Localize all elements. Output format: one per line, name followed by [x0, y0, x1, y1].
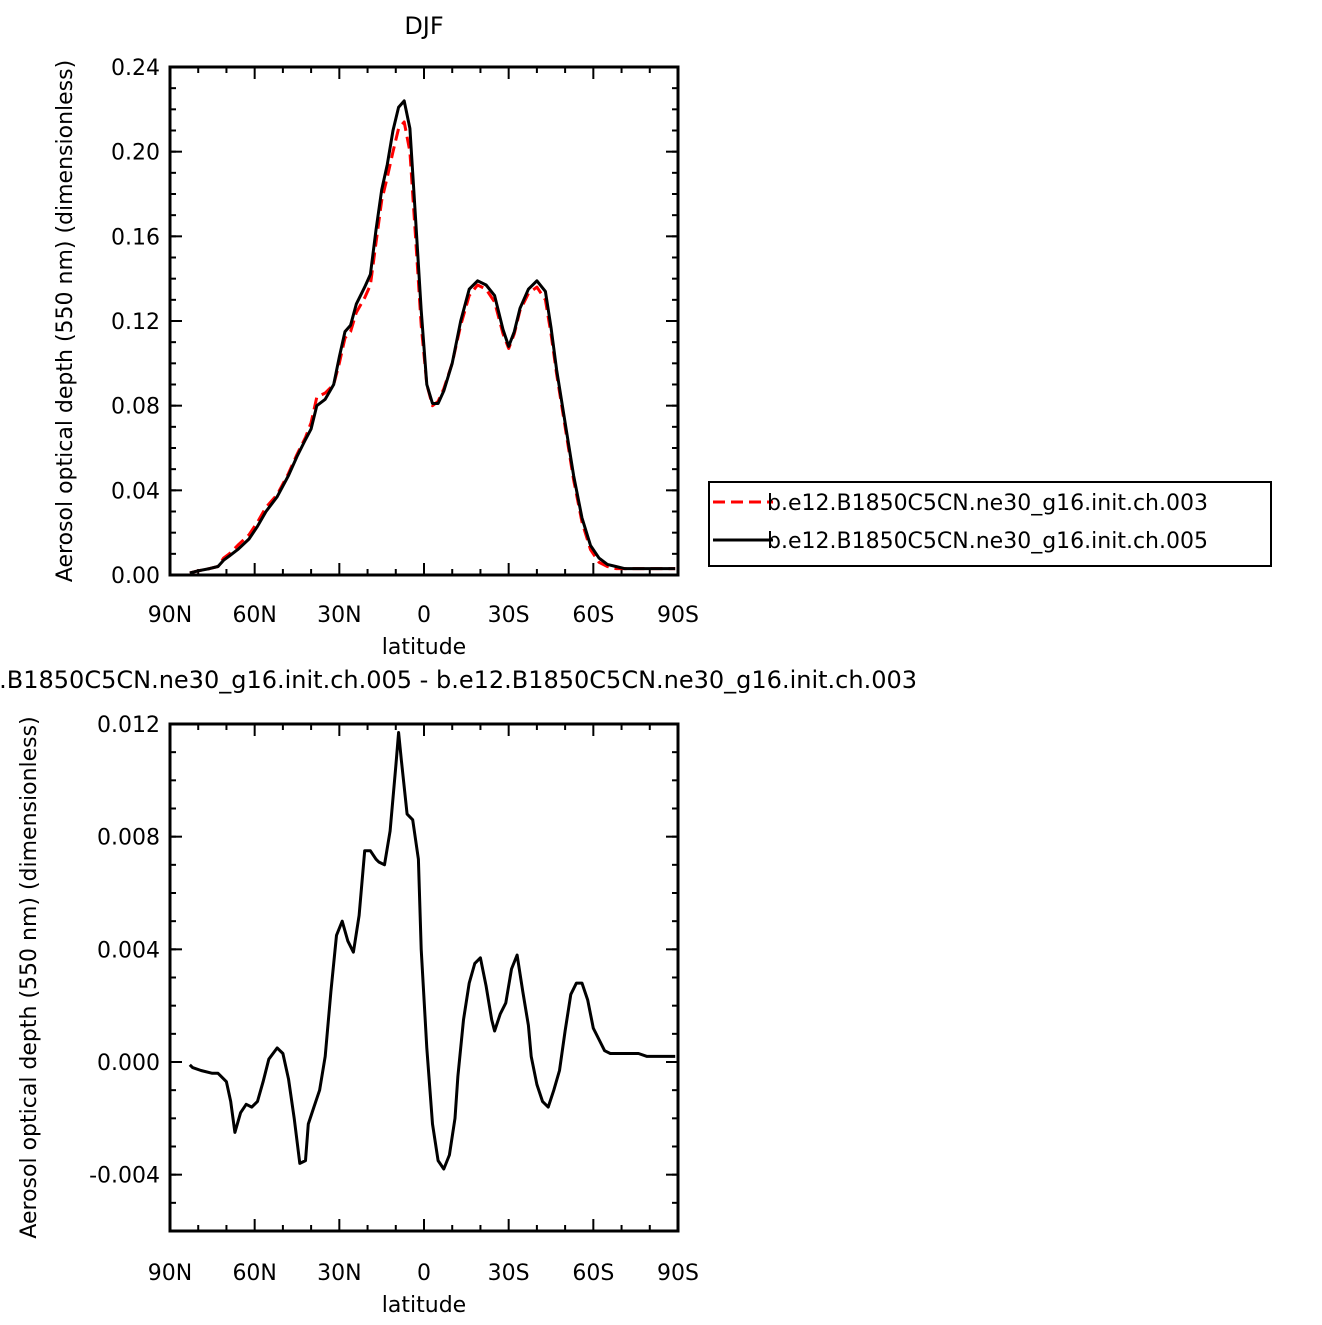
- legend-label-1: b.e12.B1850C5CN.ne30_g16.init.ch.003: [767, 491, 1208, 516]
- y-tick-label: 0.004: [97, 938, 160, 963]
- chart-title: DJF: [404, 12, 443, 40]
- legend-label-2: b.e12.B1850C5CN.ne30_g16.init.ch.005: [767, 529, 1208, 554]
- x-tick-label: 90N: [148, 603, 192, 628]
- y-tick-label: 0.00: [111, 564, 160, 589]
- series-line-1: [189, 120, 676, 575]
- x-tick-label: 60N: [232, 603, 276, 628]
- y-tick-label: 0.16: [111, 225, 160, 250]
- x-tick-label: 30S: [488, 1261, 530, 1286]
- y-tick-label: 0.08: [111, 395, 160, 420]
- y-tick-label: 0.04: [111, 479, 160, 504]
- x-tick-label: 90S: [657, 1261, 699, 1286]
- legend: b.e12.B1850C5CN.ne30_g16.init.ch.003 b.e1…: [708, 481, 1272, 567]
- y-tick-label: -0.004: [89, 1164, 160, 1189]
- x-tick-label: 30S: [488, 603, 530, 628]
- y-tick-label: 0.12: [111, 310, 160, 335]
- x-tick-label: 0: [417, 1261, 431, 1286]
- x-tick-label: 60S: [572, 603, 614, 628]
- chart-panel-difference: b.e12.B1850C5CN.ne30_g16.init.ch.005 - b…: [0, 666, 917, 1318]
- y-tick-label: 0.20: [111, 141, 160, 166]
- x-tick-label: 60N: [232, 1261, 276, 1286]
- x-axis-label: latitude: [382, 1293, 466, 1318]
- plot-frame: [168, 722, 680, 1233]
- plot-frame: [168, 65, 680, 577]
- series-line-2: [189, 99, 676, 575]
- y-axis-label: Aerosol optical depth (550 nm) (dimensio…: [17, 716, 42, 1238]
- y-tick-label: 0.008: [97, 826, 160, 851]
- x-tick-label: 30N: [317, 1261, 361, 1286]
- x-tick-label: 0: [417, 603, 431, 628]
- chart-title: b.e12.B1850C5CN.ne30_g16.init.ch.005 - b…: [0, 666, 917, 694]
- series-line-1: [188, 731, 676, 1171]
- y-tick-label: 0.24: [111, 56, 160, 81]
- x-tick-label: 30N: [317, 603, 361, 628]
- y-axis-label: Aerosol optical depth (550 nm) (dimensio…: [53, 60, 78, 582]
- legend-box: [708, 481, 1272, 567]
- x-tick-label: 60S: [572, 1261, 614, 1286]
- x-tick-label: 90N: [148, 1261, 192, 1286]
- y-tick-label: 0.000: [97, 1051, 160, 1076]
- y-tick-label: 0.012: [97, 713, 160, 738]
- x-axis-label: latitude: [382, 635, 466, 660]
- chart-panel-djf: DJF 90N 60N 30N 0 30S 60S 90S 0.00 0.04 0.08 0.12 0.…: [53, 12, 1272, 660]
- x-tick-label: 90S: [657, 603, 699, 628]
